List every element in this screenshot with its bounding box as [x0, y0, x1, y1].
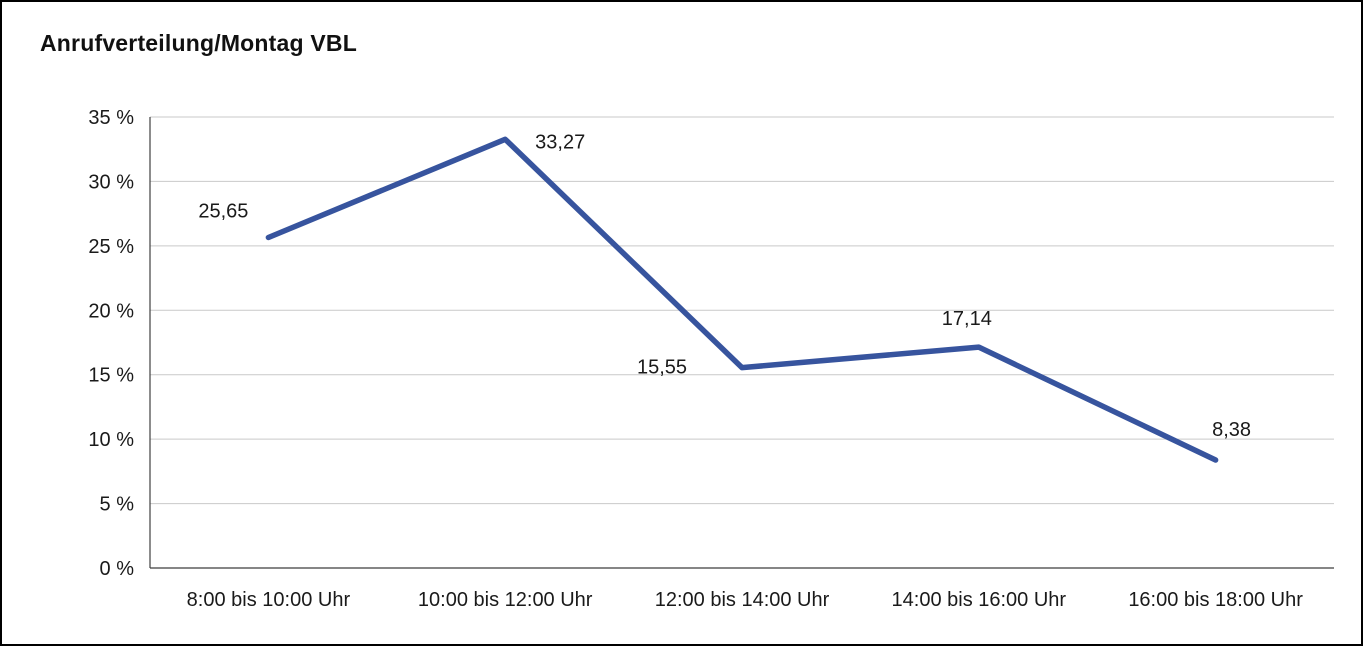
y-tick-label: 0 %: [100, 558, 135, 580]
data-point-label: 17,14: [942, 308, 992, 330]
y-tick-label: 30 %: [88, 171, 134, 193]
chart-title: Anrufverteilung/Montag VBL: [40, 30, 357, 56]
x-category-label: 8:00 bis 10:00 Uhr: [187, 589, 351, 611]
y-tick-label: 5 %: [100, 494, 135, 516]
data-point-label: 33,27: [535, 131, 585, 153]
x-category-label: 12:00 bis 14:00 Uhr: [655, 589, 830, 611]
y-tick-label: 20 %: [88, 300, 134, 322]
x-category-label: 10:00 bis 12:00 Uhr: [418, 589, 593, 611]
y-tick-label: 10 %: [88, 429, 134, 451]
data-point-label: 8,38: [1212, 419, 1251, 441]
data-point-label: 25,65: [198, 200, 248, 222]
y-tick-label: 15 %: [88, 365, 134, 387]
x-category-label: 16:00 bis 18:00 Uhr: [1128, 589, 1303, 611]
y-tick-label: 35 %: [88, 107, 134, 129]
data-point-label: 15,55: [637, 357, 687, 379]
data-line: [265, 136, 1219, 463]
x-category-label: 14:00 bis 16:00 Uhr: [892, 589, 1067, 611]
y-tick-label: 25 %: [88, 236, 134, 258]
